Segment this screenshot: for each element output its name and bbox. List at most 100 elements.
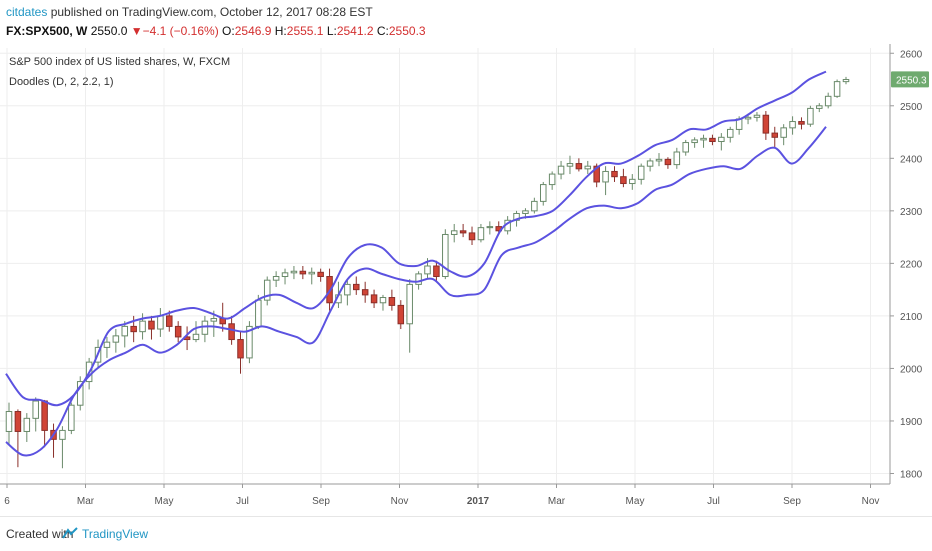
candle-body xyxy=(477,227,485,241)
candle-body xyxy=(174,325,182,338)
lower-band-line xyxy=(5,126,827,457)
y-tick-label: 2500 xyxy=(900,102,923,113)
y-tick-label: 2600 xyxy=(900,49,923,60)
candle-body xyxy=(584,165,592,170)
last-price-label: 2550.3 xyxy=(896,75,927,86)
candle-body xyxy=(442,233,449,278)
x-tick-label: 6 xyxy=(4,496,10,507)
candle-body xyxy=(548,173,556,186)
y-tick-label: 1900 xyxy=(900,417,923,428)
header-bar: citdates published on TradingView.com, O… xyxy=(0,0,932,44)
candle-body xyxy=(130,325,137,333)
y-tick-label: 2000 xyxy=(900,364,923,375)
candle-body xyxy=(272,276,280,281)
candle-body xyxy=(121,325,129,337)
candle-body xyxy=(424,265,431,275)
x-tick-label: Jul xyxy=(236,496,249,507)
candle-body xyxy=(575,163,583,170)
tradingview-logo-icon xyxy=(62,527,78,539)
tradingview-link[interactable]: TradingView xyxy=(82,527,149,541)
footer: Created with TradingView xyxy=(0,516,932,551)
candle-body xyxy=(798,121,805,125)
high-value: 2555.1 xyxy=(286,24,324,38)
candle-body xyxy=(76,381,84,406)
candle-body xyxy=(157,315,164,330)
candle-body xyxy=(691,139,698,144)
candle-body xyxy=(522,210,529,214)
candle-body xyxy=(629,178,636,185)
y-tick-label: 2100 xyxy=(900,312,923,323)
candle-body xyxy=(433,265,440,278)
candlestick-chart[interactable]: 1800 1900 2000 2100 2200 2300 2400 2500 2600 6 Mar… xyxy=(0,44,932,516)
price-change: −4.1 (−0.16%) xyxy=(142,24,219,38)
low-value: 2541.2 xyxy=(336,24,374,38)
candle-body xyxy=(228,323,235,341)
x-tick-label: May xyxy=(155,496,174,507)
down-arrow-icon: ▼ xyxy=(130,24,143,38)
candle-body xyxy=(281,272,289,278)
candle-body xyxy=(32,400,39,419)
candle-body xyxy=(753,114,761,118)
publish-line: citdates published on TradingView.com, O… xyxy=(6,5,373,19)
candle-body xyxy=(531,200,538,212)
candle-body xyxy=(637,165,645,180)
candle-body xyxy=(655,158,663,162)
candle-body xyxy=(620,176,627,185)
candle-body xyxy=(744,116,752,120)
candle-body xyxy=(459,230,467,234)
candle-body xyxy=(255,299,262,327)
published-text: published on TradingView.com, October 12… xyxy=(50,5,373,19)
candle-body xyxy=(201,320,209,335)
x-tick-label: Mar xyxy=(77,496,95,507)
candle-body xyxy=(833,81,841,97)
candle-body xyxy=(726,128,734,138)
candle-body xyxy=(789,121,796,129)
candle-body xyxy=(166,315,173,327)
quote-line: FX:SPX500, W 2550.0 ▼−4.1 (−0.16%) O:254… xyxy=(6,24,426,38)
y-tick-label: 2300 xyxy=(900,207,923,218)
open-label: O: xyxy=(222,24,235,38)
candle-body xyxy=(5,411,13,432)
candle-body xyxy=(14,411,22,432)
y-tick-label: 2200 xyxy=(900,259,923,270)
candle-body xyxy=(112,335,120,343)
candle-body xyxy=(450,230,458,235)
candle-body xyxy=(344,283,351,296)
candle-body xyxy=(139,320,146,333)
candle-body xyxy=(388,297,396,306)
candle-body xyxy=(103,341,111,348)
candle-body xyxy=(566,163,574,167)
candle-body xyxy=(557,165,565,175)
candle-body xyxy=(780,127,787,138)
candle-body xyxy=(246,325,253,359)
candle-body xyxy=(486,226,494,229)
candle-body xyxy=(415,273,422,285)
candle-body xyxy=(593,165,600,183)
candle-body xyxy=(308,271,316,275)
candle-body xyxy=(709,137,716,143)
study-legend[interactable]: Doodles (D, 2, 2.2, 1) xyxy=(9,76,114,88)
candle-body xyxy=(41,400,48,431)
x-tick-label: Sep xyxy=(783,496,801,507)
x-tick-label: Mar xyxy=(548,496,566,507)
x-tick-label: Sep xyxy=(312,496,330,507)
low-label: L: xyxy=(326,24,337,38)
close-value: 2550.3 xyxy=(388,24,426,38)
x-tick-label: Jul xyxy=(707,496,720,507)
publisher-link[interactable]: citdates xyxy=(6,5,48,19)
last-price: 2550.0 xyxy=(90,24,128,38)
candle-body xyxy=(406,283,413,325)
candle-body xyxy=(602,170,609,183)
candle-body xyxy=(611,170,618,178)
candle-body xyxy=(539,184,547,202)
candle-body xyxy=(824,95,832,107)
candle-body xyxy=(673,151,681,166)
candle-body xyxy=(148,320,155,330)
x-tick-label: Nov xyxy=(862,496,880,507)
x-tick-label: 2017 xyxy=(467,496,490,507)
candle-body xyxy=(397,304,405,325)
candle-body xyxy=(379,297,387,304)
candle-body xyxy=(700,137,707,141)
chart-area[interactable]: 1800 1900 2000 2100 2200 2300 2400 2500 2600 6 Mar… xyxy=(0,44,932,516)
candle-body xyxy=(718,136,725,143)
